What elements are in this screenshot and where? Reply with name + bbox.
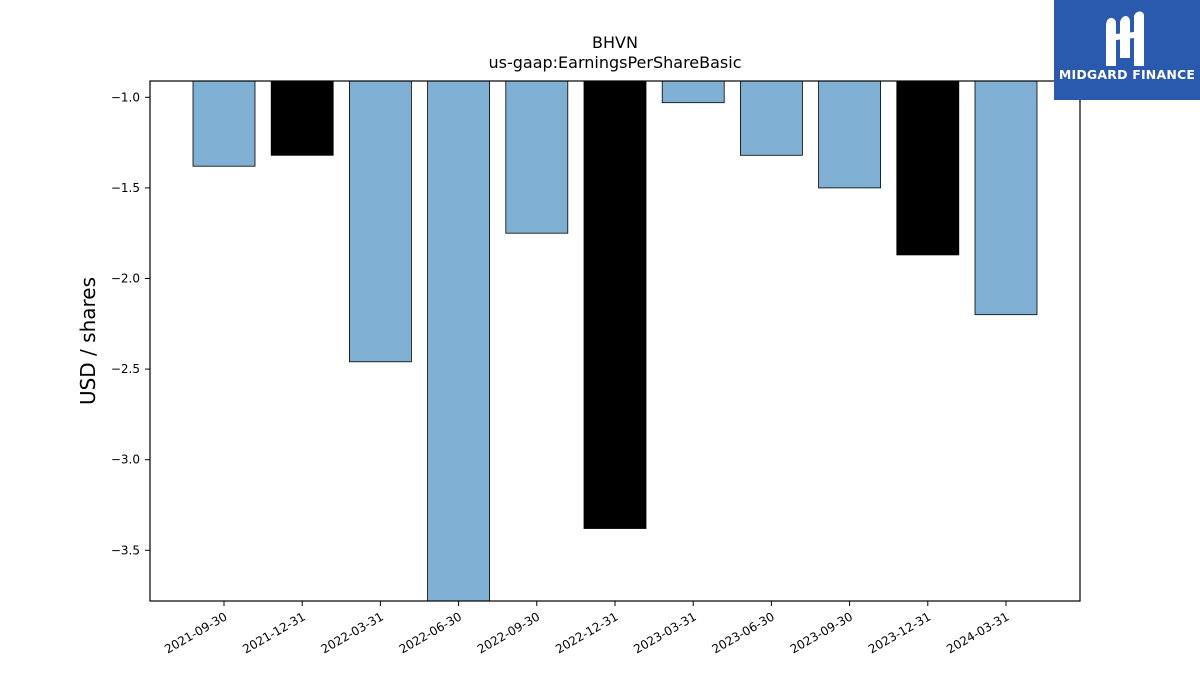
bar-2022-06-30 xyxy=(427,80,491,602)
bar-2022-09-30 xyxy=(505,80,569,234)
bar-2021-09-30 xyxy=(192,80,256,167)
bar-2022-03-31 xyxy=(348,80,412,363)
y-axis-label: USD / shares xyxy=(76,277,100,405)
bar-2023-12-31 xyxy=(896,80,960,256)
y-tick-label: −1.5 xyxy=(111,181,140,195)
bar-group xyxy=(192,80,1038,602)
bar-2023-09-30 xyxy=(818,80,881,189)
x-tick-label: 2021-09-30 xyxy=(162,609,229,656)
midgard-logo-mark-icon xyxy=(1106,11,1144,66)
x-tick-label: 2023-06-30 xyxy=(709,609,776,656)
y-tick-label: −2.0 xyxy=(111,272,140,286)
x-tick-label: 2022-12-31 xyxy=(553,609,620,656)
bar-2022-12-31 xyxy=(583,80,647,529)
x-axis: 2021-09-30 2021-12-31 2022-03-31 2022-06-30… xyxy=(162,601,1012,656)
bar-2021-12-31 xyxy=(270,80,334,156)
y-tick-label: −2.5 xyxy=(111,362,140,376)
y-tick-label: −3.5 xyxy=(111,543,140,557)
x-tick-label: 2023-03-31 xyxy=(631,609,698,656)
y-tick-label: −1.0 xyxy=(111,90,140,104)
x-tick-label: 2023-12-31 xyxy=(866,609,933,656)
bar-2023-06-30 xyxy=(740,80,803,156)
x-tick-label: 2022-03-31 xyxy=(318,609,385,656)
x-tick-label: 2024-03-31 xyxy=(944,609,1011,656)
chart-title: BHVN xyxy=(592,33,638,52)
chart-subtitle: us-gaap:EarningsPerShareBasic xyxy=(488,53,741,72)
bar-2024-03-31 xyxy=(974,80,1038,316)
y-tick-label: −3.0 xyxy=(111,453,140,467)
bar-2023-03-31 xyxy=(661,80,725,104)
x-tick-label: 2023-09-30 xyxy=(788,609,855,656)
midgard-finance-logo: MIDGARD FINANCE xyxy=(1054,0,1200,100)
x-tick-label: 2022-09-30 xyxy=(475,609,542,656)
logo-text: MIDGARD FINANCE xyxy=(1058,67,1196,82)
x-tick-label: 2022-06-30 xyxy=(397,609,464,656)
x-tick-label: 2021-12-31 xyxy=(240,609,307,656)
y-axis: −1.0 −1.5 −2.0 −2.5 −3.0 −3.5 xyxy=(111,90,150,557)
